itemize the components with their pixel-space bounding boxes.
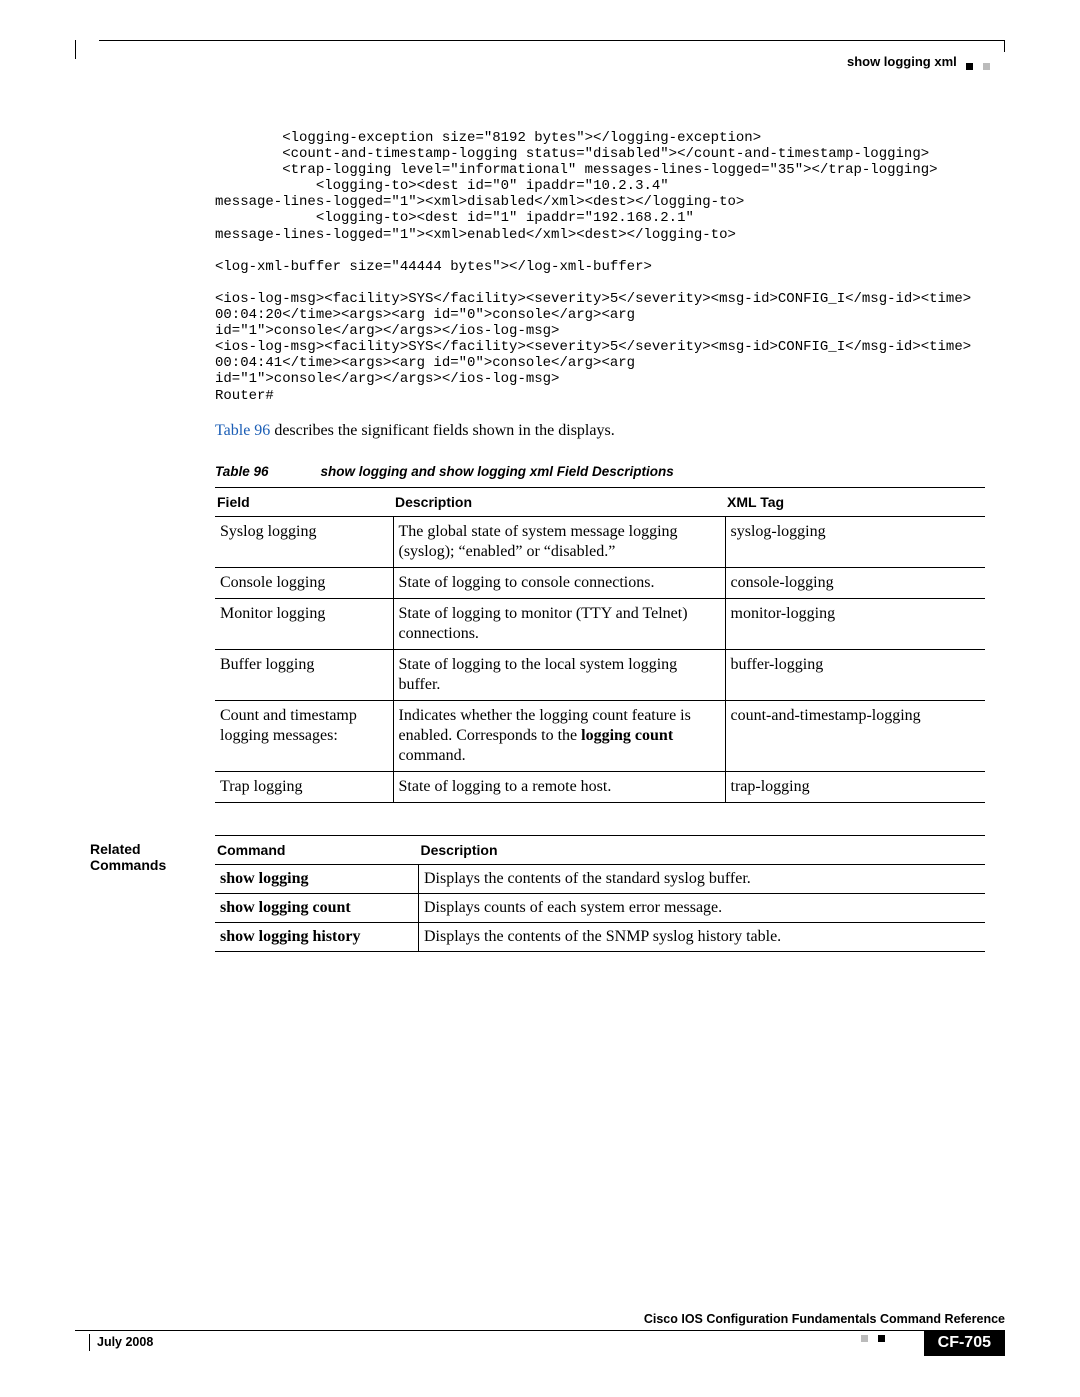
cell-desc: State of logging to the local system log… xyxy=(393,649,725,700)
rel-desc: Displays the contents of the SNMP syslog… xyxy=(419,922,986,951)
intro-text: describes the significant fields shown i… xyxy=(270,422,614,439)
table-intro-paragraph: Table 96 describes the significant field… xyxy=(215,422,990,440)
footer-divider xyxy=(89,1334,90,1351)
rel-desc: Displays counts of each system error mes… xyxy=(419,893,986,922)
cell-field: Monitor logging xyxy=(215,598,393,649)
table-96-caption: Table 96 show logging and show logging xm… xyxy=(215,464,990,479)
cell-xml: trap-logging xyxy=(725,771,985,802)
cell-xml: buffer-logging xyxy=(725,649,985,700)
related-commands-label: Related Commands xyxy=(90,835,215,952)
header-command: show logging xml xyxy=(847,54,957,69)
th-xml-tag: XML Tag xyxy=(725,487,985,516)
rel-row: show logging history Displays the conten… xyxy=(215,922,985,951)
rel-desc: Displays the contents of the standard sy… xyxy=(419,864,986,893)
cell-desc: State of logging to console connections. xyxy=(393,567,725,598)
cell-field: Count and timestamp logging messages: xyxy=(215,700,393,771)
cell-xml: monitor-logging xyxy=(725,598,985,649)
table-row: Syslog logging The global state of syste… xyxy=(215,516,985,567)
related-commands-section: Related Commands Command Description sho… xyxy=(90,835,990,952)
footer-date: July 2008 xyxy=(97,1335,153,1349)
rel-cmd: show logging count xyxy=(215,893,419,922)
cell-xml: syslog-logging xyxy=(725,516,985,567)
th-description: Description xyxy=(393,487,725,516)
table-row: Console logging State of logging to cons… xyxy=(215,567,985,598)
page: show logging xml <logging-exception size… xyxy=(0,0,1080,1397)
page-footer: Cisco IOS Configuration Fundamentals Com… xyxy=(75,1312,1005,1355)
related-commands-table: Command Description show logging Display… xyxy=(215,835,985,952)
cell-field: Console logging xyxy=(215,567,393,598)
caption-number: Table 96 xyxy=(215,464,269,479)
table-row: Count and timestamp logging messages: In… xyxy=(215,700,985,771)
cell-desc: State of logging to a remote host. xyxy=(393,771,725,802)
footer-square-light-icon xyxy=(861,1335,868,1342)
cell-desc: The global state of system message loggi… xyxy=(393,516,725,567)
table-reference-link[interactable]: Table 96 xyxy=(215,422,270,439)
rel-cmd: show logging xyxy=(215,864,419,893)
caption-title: show logging and show logging xml Field … xyxy=(321,464,674,479)
field-descriptions-table: Field Description XML Tag Syslog logging… xyxy=(215,487,985,803)
code-output-block: <logging-exception size="8192 bytes"></l… xyxy=(215,130,995,404)
th-field: Field xyxy=(215,487,393,516)
cell-desc: State of logging to monitor (TTY and Tel… xyxy=(393,598,725,649)
rel-cmd: show logging history xyxy=(215,922,419,951)
rel-header-row: Command Description xyxy=(215,835,985,864)
cell-desc: Indicates whether the logging count feat… xyxy=(393,700,725,771)
rel-row: show logging count Displays counts of ea… xyxy=(215,893,985,922)
cell-xml: count-and-timestamp-logging xyxy=(725,700,985,771)
cell-xml: console-logging xyxy=(725,567,985,598)
header-square-dark-icon xyxy=(966,63,973,70)
table-row: Buffer logging State of logging to the l… xyxy=(215,649,985,700)
table-row: Trap logging State of logging to a remot… xyxy=(215,771,985,802)
footer-book-title: Cisco IOS Configuration Fundamentals Com… xyxy=(75,1312,1005,1326)
crop-mark-left xyxy=(75,40,76,59)
cell-field: Syslog logging xyxy=(215,516,393,567)
footer-squares xyxy=(855,1325,885,1343)
footer-rule: July 2008 CF-705 xyxy=(75,1330,1005,1355)
table-header-row: Field Description XML Tag xyxy=(215,487,985,516)
th-description: Description xyxy=(419,835,986,864)
footer-square-dark-icon xyxy=(878,1335,885,1342)
crop-mark-top xyxy=(75,40,1005,52)
rel-row: show logging Displays the contents of th… xyxy=(215,864,985,893)
th-command: Command xyxy=(215,835,419,864)
running-header: show logging xml xyxy=(90,54,990,70)
page-number-badge: CF-705 xyxy=(924,1331,1005,1356)
cell-field: Buffer logging xyxy=(215,649,393,700)
table-row: Monitor logging State of logging to moni… xyxy=(215,598,985,649)
cell-field: Trap logging xyxy=(215,771,393,802)
header-square-light-icon xyxy=(983,63,990,70)
